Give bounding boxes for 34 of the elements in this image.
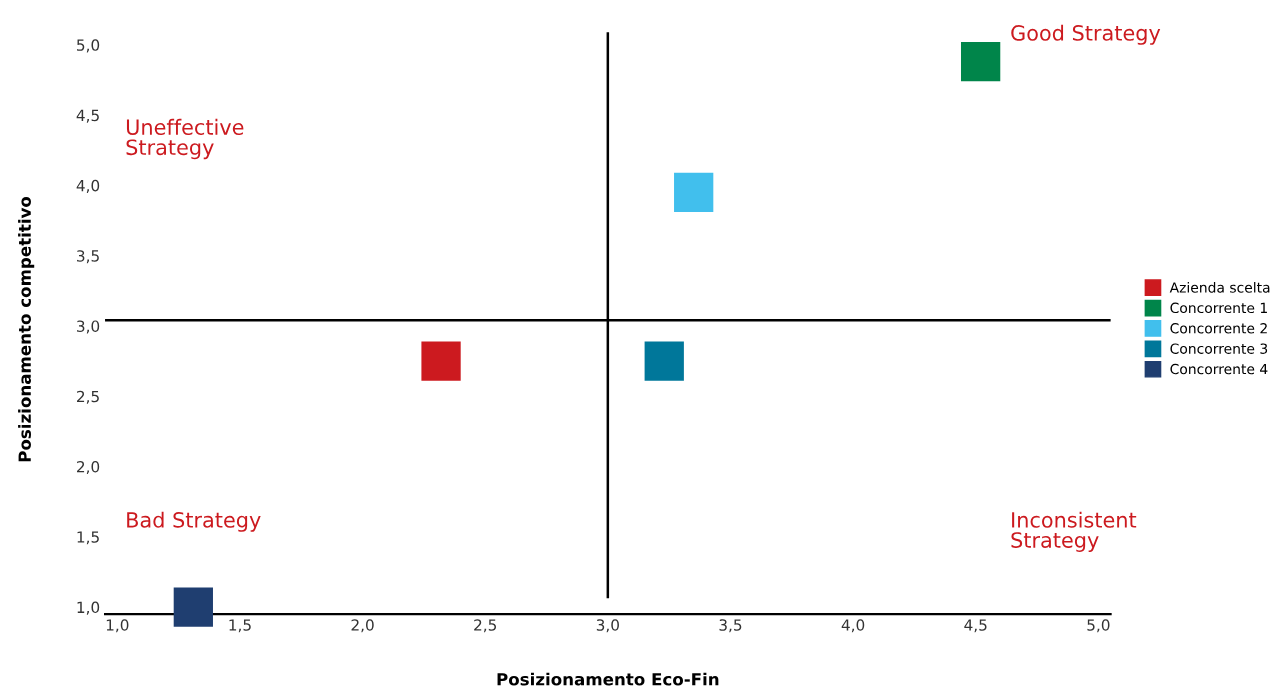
y-tick-label: 3,0 [77, 320, 100, 334]
y-tick-label: 1,5 [77, 531, 99, 545]
legend-label: Concorrente 1 [1170, 302, 1267, 314]
x-tick-label: 3,0 [596, 619, 619, 633]
x-tick-label: 5,0 [1087, 619, 1110, 633]
annotation: Inconsistent Strategy [1011, 511, 1137, 552]
legend-label: Concorrente 4 [1170, 363, 1268, 375]
x-tick-label: 3,5 [719, 619, 742, 633]
x-tick-label: 2,0 [351, 619, 374, 633]
point [960, 42, 1001, 82]
legend-label: Concorrente 3 [1170, 343, 1268, 354]
y-tick-label: 4,0 [76, 179, 100, 193]
legend-label: Azienda scelta [1169, 281, 1270, 293]
y-tick-label: 4,5 [76, 109, 99, 123]
y-tick-label: 1,0 [77, 601, 100, 615]
point [674, 172, 714, 213]
annotation: Bad Strategy [127, 511, 261, 532]
legend-label: Concorrente 2 [1170, 323, 1267, 334]
x-tick-label: 4,5 [964, 619, 987, 633]
annotation: Uneffective Strategy [126, 118, 244, 160]
point [173, 587, 213, 627]
x-tick-label: 1,5 [229, 619, 251, 633]
y-tick-label: 2,5 [77, 390, 99, 404]
y-tick-label: 5,0 [77, 39, 100, 53]
x-axis-title: Posizionamento Eco-Fin [497, 672, 719, 686]
point [644, 341, 684, 381]
y-tick-label: 2,0 [77, 460, 100, 475]
text: Good Strategy [1011, 24, 1161, 45]
x-tick-label: 2,5 [474, 619, 497, 633]
y-axis-title: Posizionamento competitivo [18, 196, 35, 462]
x-tick-label: 1,0 [106, 619, 129, 633]
point [421, 341, 461, 381]
y-tick-label: 3,5 [77, 250, 99, 264]
x-tick-label: 4,0 [841, 619, 865, 633]
